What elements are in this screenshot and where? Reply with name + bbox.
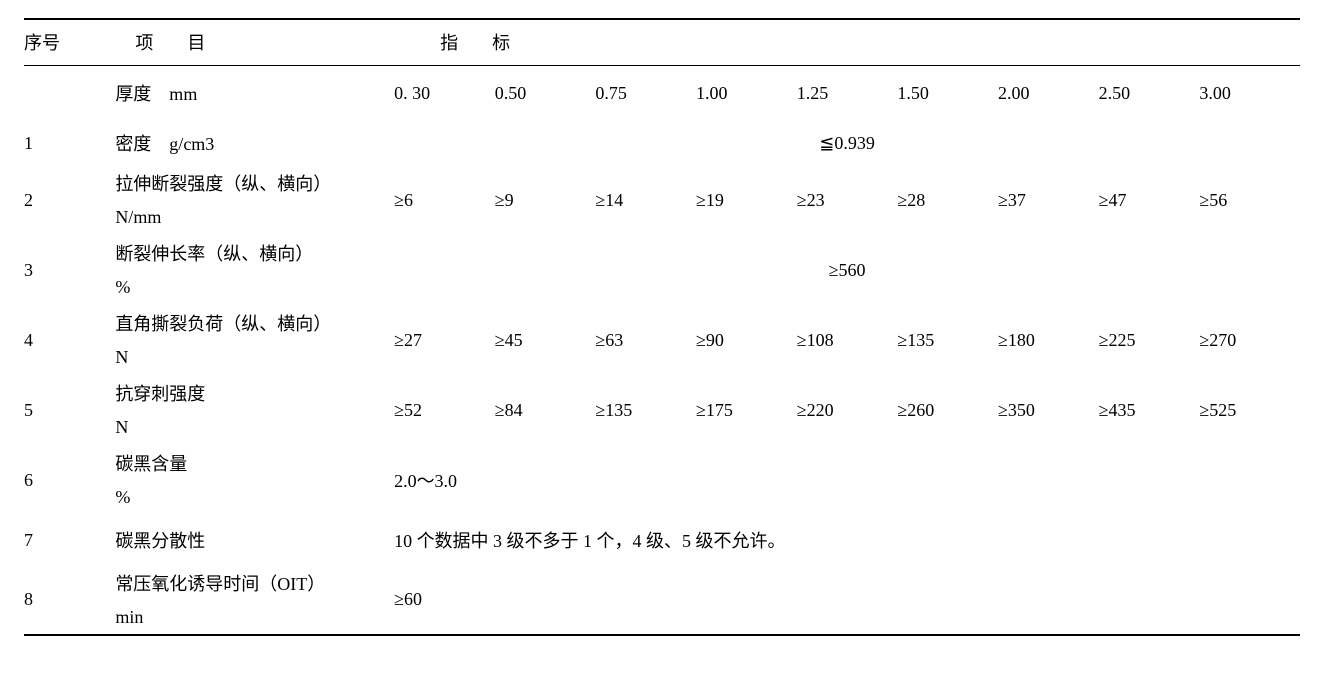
r4-v4: ≥108 bbox=[797, 305, 898, 375]
r5-v5: ≥260 bbox=[897, 375, 998, 445]
row-2a: 2 拉伸断裂强度（纵、横向） ≥6 ≥9 ≥14 ≥19 ≥23 ≥28 ≥37… bbox=[24, 165, 1300, 200]
r8-label1: 常压氧化诱导时间（OIT） bbox=[113, 565, 394, 600]
col-blank-header bbox=[595, 19, 1300, 65]
r5-v4: ≥220 bbox=[797, 375, 898, 445]
seq-8: 8 bbox=[24, 565, 113, 635]
r3-label2: % bbox=[113, 270, 394, 305]
ind-char1: 指 bbox=[440, 33, 492, 53]
r4-v2: ≥63 bbox=[595, 305, 696, 375]
col-seq-header: 序号 bbox=[24, 19, 113, 65]
r4-label1: 直角撕裂负荷（纵、横向） bbox=[113, 305, 394, 340]
thickness-v7: 2.50 bbox=[1099, 65, 1200, 121]
seq-5: 5 bbox=[24, 375, 113, 445]
r2-v7: ≥47 bbox=[1099, 165, 1200, 235]
r2-v3: ≥19 bbox=[696, 165, 797, 235]
r6-label2: % bbox=[113, 480, 394, 515]
r8-label2: min bbox=[113, 600, 394, 635]
seq-2: 2 bbox=[24, 165, 113, 235]
r1-span: ≦0.939 bbox=[394, 121, 1300, 165]
col-item-header: 项目 bbox=[113, 19, 394, 65]
r5-v1: ≥84 bbox=[495, 375, 596, 445]
row-5a: 5 抗穿刺强度 ≥52 ≥84 ≥135 ≥175 ≥220 ≥260 ≥350… bbox=[24, 375, 1300, 410]
r6-label1: 碳黑含量 bbox=[113, 445, 394, 480]
r2-label2: N/mm bbox=[113, 200, 394, 235]
r4-v1: ≥45 bbox=[495, 305, 596, 375]
seq-7: 7 bbox=[24, 515, 113, 565]
spec-table: 序号 项目 指标 厚度 mm 0. 30 0.50 0.75 1.00 1.25… bbox=[24, 18, 1300, 636]
seq-6: 6 bbox=[24, 445, 113, 515]
thickness-v5: 1.50 bbox=[897, 65, 998, 121]
r5-v6: ≥350 bbox=[998, 375, 1099, 445]
r2-v4: ≥23 bbox=[797, 165, 898, 235]
r2-v6: ≥37 bbox=[998, 165, 1099, 235]
r4-v5: ≥135 bbox=[897, 305, 998, 375]
r2-v8: ≥56 bbox=[1199, 165, 1300, 235]
thickness-v0: 0. 30 bbox=[394, 65, 495, 121]
seq-3: 3 bbox=[24, 235, 113, 305]
r1-label: 密度 g/cm3 bbox=[113, 121, 394, 165]
seq-4: 4 bbox=[24, 305, 113, 375]
r3-span: ≥560 bbox=[394, 235, 1300, 305]
r5-v7: ≥435 bbox=[1099, 375, 1200, 445]
r7-span: 10 个数据中 3 级不多于 1 个，4 级、5 级不允许。 bbox=[394, 515, 1300, 565]
thickness-v1: 0.50 bbox=[495, 65, 596, 121]
r4-v7: ≥225 bbox=[1099, 305, 1200, 375]
row-6a: 6 碳黑含量 2.0～3.0 bbox=[24, 445, 1300, 480]
thickness-label: 厚度 mm bbox=[113, 65, 394, 121]
r3-label1: 断裂伸长率（纵、横向） bbox=[113, 235, 394, 270]
r5-v0: ≥52 bbox=[394, 375, 495, 445]
thickness-v3: 1.00 bbox=[696, 65, 797, 121]
r5-v2: ≥135 bbox=[595, 375, 696, 445]
r7-label: 碳黑分散性 bbox=[113, 515, 394, 565]
r4-v0: ≥27 bbox=[394, 305, 495, 375]
seq-1: 1 bbox=[24, 121, 113, 165]
item-char1: 项 bbox=[135, 33, 187, 53]
row-thickness: 厚度 mm 0. 30 0.50 0.75 1.00 1.25 1.50 2.0… bbox=[24, 65, 1300, 121]
r8-span: ≥60 bbox=[394, 565, 1300, 635]
thickness-v4: 1.25 bbox=[797, 65, 898, 121]
thickness-v8: 3.00 bbox=[1199, 65, 1300, 121]
row-4a: 4 直角撕裂负荷（纵、横向） ≥27 ≥45 ≥63 ≥90 ≥108 ≥135… bbox=[24, 305, 1300, 340]
thickness-v2: 0.75 bbox=[595, 65, 696, 121]
table-header-row: 序号 项目 指标 bbox=[24, 19, 1300, 65]
r2-v2: ≥14 bbox=[595, 165, 696, 235]
r2-v0: ≥6 bbox=[394, 165, 495, 235]
r5-label1: 抗穿刺强度 bbox=[113, 375, 394, 410]
row-1: 1 密度 g/cm3 ≦0.939 bbox=[24, 121, 1300, 165]
r4-v6: ≥180 bbox=[998, 305, 1099, 375]
row-3a: 3 断裂伸长率（纵、横向） ≥560 bbox=[24, 235, 1300, 270]
r2-v1: ≥9 bbox=[495, 165, 596, 235]
thickness-v6: 2.00 bbox=[998, 65, 1099, 121]
r4-v8: ≥270 bbox=[1199, 305, 1300, 375]
row-8a: 8 常压氧化诱导时间（OIT） ≥60 bbox=[24, 565, 1300, 600]
r5-v3: ≥175 bbox=[696, 375, 797, 445]
r5-label2: N bbox=[113, 410, 394, 445]
r5-v8: ≥525 bbox=[1199, 375, 1300, 445]
r4-v3: ≥90 bbox=[696, 305, 797, 375]
r6-span: 2.0～3.0 bbox=[394, 445, 1300, 515]
row-7: 7 碳黑分散性 10 个数据中 3 级不多于 1 个，4 级、5 级不允许。 bbox=[24, 515, 1300, 565]
ind-char2: 标 bbox=[492, 33, 544, 53]
r2-label1: 拉伸断裂强度（纵、横向） bbox=[113, 165, 394, 200]
r4-label2: N bbox=[113, 340, 394, 375]
item-char2: 目 bbox=[187, 33, 239, 53]
r2-v5: ≥28 bbox=[897, 165, 998, 235]
col-indicator-header: 指标 bbox=[394, 19, 595, 65]
